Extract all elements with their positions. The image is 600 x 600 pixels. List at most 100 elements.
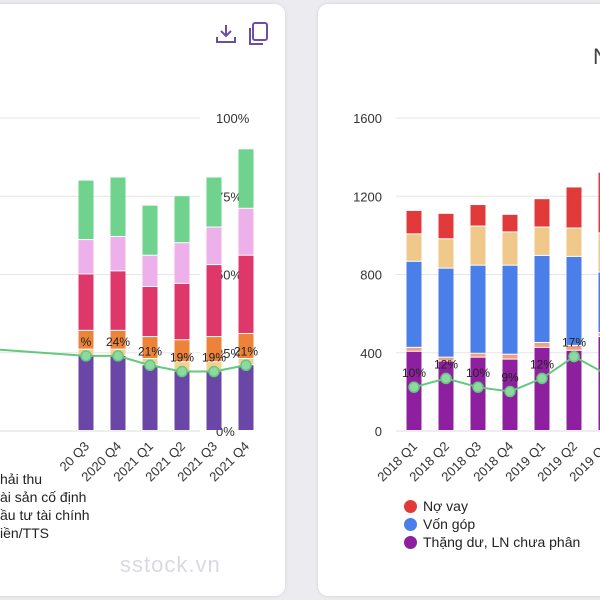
- bar-segment: [142, 255, 158, 287]
- line-point: [176, 365, 188, 378]
- bar-segment: [438, 268, 454, 357]
- bar-segment: [78, 330, 94, 349]
- right-legend: Nợ vay Vốn góp Thặng dư, LN chưa phân: [404, 497, 580, 551]
- download-icon[interactable]: [214, 22, 238, 51]
- bar-segment: [238, 149, 254, 208]
- bar-segment: [534, 199, 550, 227]
- bar-segment: [438, 213, 454, 239]
- left-legend-item[interactable]: hải thu: [0, 470, 90, 488]
- bar-segment: [110, 271, 126, 330]
- bar-segment: [174, 283, 190, 340]
- y-tick-label: 25%: [216, 346, 242, 361]
- bar-segment: [78, 274, 94, 330]
- bar-segment: [438, 357, 454, 361]
- bar-segment: [238, 365, 254, 430]
- y-tick-label: 50%: [216, 268, 242, 283]
- bar-segment: [238, 255, 254, 333]
- legend-label: hải thu: [0, 471, 43, 487]
- bar-segment: [174, 196, 190, 243]
- y-tick-label: 0: [375, 424, 382, 439]
- bar-segment: [206, 227, 222, 265]
- bar-segment: [566, 350, 582, 430]
- bar-segment: [566, 228, 582, 256]
- left-legend-item[interactable]: ầu tư tài chính: [0, 506, 90, 524]
- bar-segment: [470, 265, 486, 353]
- line-data-label: 9%: [501, 371, 519, 385]
- y-tick-label: 75%: [216, 189, 242, 204]
- left-chart-card: 100% 75% 50% 25% 0% 20 Q3 2020 Q4 2021 Q1 2021 Q…: [0, 4, 285, 596]
- bar-segment: [406, 234, 422, 261]
- line-data-label: %: [81, 335, 92, 349]
- bar-segment: [502, 232, 518, 265]
- left-legend-item[interactable]: iền/TTS: [0, 524, 90, 542]
- bar-segment: [206, 337, 222, 362]
- bar-segment: [566, 345, 582, 350]
- bar-segment: [406, 347, 422, 351]
- bar-segment: [142, 205, 158, 255]
- line-data-label: 21%: [138, 344, 162, 358]
- line-data-label: 12%: [434, 357, 458, 371]
- bar-segment: [110, 177, 126, 236]
- bar-segment: [438, 239, 454, 268]
- bar-segment: [78, 180, 94, 240]
- line-point: [440, 372, 452, 385]
- line-point: [208, 365, 220, 378]
- line-data-label: 19%: [202, 351, 226, 365]
- right-legend-item[interactable]: Nợ vay: [404, 497, 580, 515]
- left-legend-item[interactable]: ài sản cố định: [0, 488, 90, 506]
- bar-segment: [502, 214, 518, 232]
- line-data-label: 12%: [530, 357, 554, 371]
- line-point: [504, 385, 516, 398]
- legend-swatch: [404, 499, 417, 513]
- line-data-label: 24%: [106, 335, 130, 349]
- copy-icon[interactable]: [246, 21, 270, 52]
- legend-label: Thặng dư, LN chưa phân: [423, 534, 581, 550]
- line-point: [472, 381, 484, 393]
- bar-segment: [406, 210, 422, 234]
- legend-label: iền/TTS: [0, 525, 50, 541]
- bar-segment: [470, 353, 486, 357]
- legend-label: Nợ vay: [423, 498, 468, 514]
- bar-segment: [78, 240, 94, 274]
- bar-segment: [534, 255, 550, 342]
- bar-segment: [598, 233, 600, 272]
- right-chart-card: 1600 1200 800 400 0 2018 Q1 2018 Q2 2018 Q3 2018…: [318, 4, 600, 596]
- line-data-label: 21%: [234, 344, 258, 358]
- line-data-label: 10%: [402, 366, 426, 380]
- line-point: [144, 359, 156, 372]
- line-point: [408, 381, 420, 393]
- y-tick-label: 800: [360, 268, 382, 283]
- y-tick-label: 1600: [353, 111, 382, 126]
- bar-segment: [142, 337, 158, 359]
- bar-segment: [174, 243, 190, 283]
- bar-segment: [598, 172, 600, 233]
- bar-segment: [238, 208, 254, 255]
- bar-segment: [438, 361, 454, 430]
- legend-label: Vốn góp: [423, 516, 476, 532]
- bar-segment: [534, 347, 550, 430]
- bar-segment: [110, 355, 126, 430]
- chart-title: N: [593, 44, 600, 70]
- bar-segment: [534, 342, 550, 347]
- legend-swatch: [404, 517, 417, 531]
- y-tick-label: 1200: [353, 189, 382, 204]
- legend-label: ài sản cố định: [0, 489, 87, 505]
- bar-segment: [598, 272, 600, 333]
- legend-label: ầu tư tài chính: [0, 507, 90, 523]
- bar-segment: [470, 205, 486, 226]
- line-point: [536, 372, 548, 385]
- bar-segment: [470, 357, 486, 430]
- bar-segment: [110, 236, 126, 271]
- bar-segment: [566, 256, 582, 345]
- bar-segment: [598, 337, 600, 430]
- line-point: [568, 350, 580, 363]
- right-legend-item[interactable]: Vốn góp: [404, 515, 580, 533]
- bar-segment: [110, 330, 126, 349]
- line-data-label: 10%: [466, 366, 490, 380]
- right-legend-item[interactable]: Thặng dư, LN chưa phân: [404, 533, 580, 551]
- bar-segment: [502, 265, 518, 354]
- bar-segment: [174, 340, 190, 362]
- bar-segment: [142, 365, 158, 430]
